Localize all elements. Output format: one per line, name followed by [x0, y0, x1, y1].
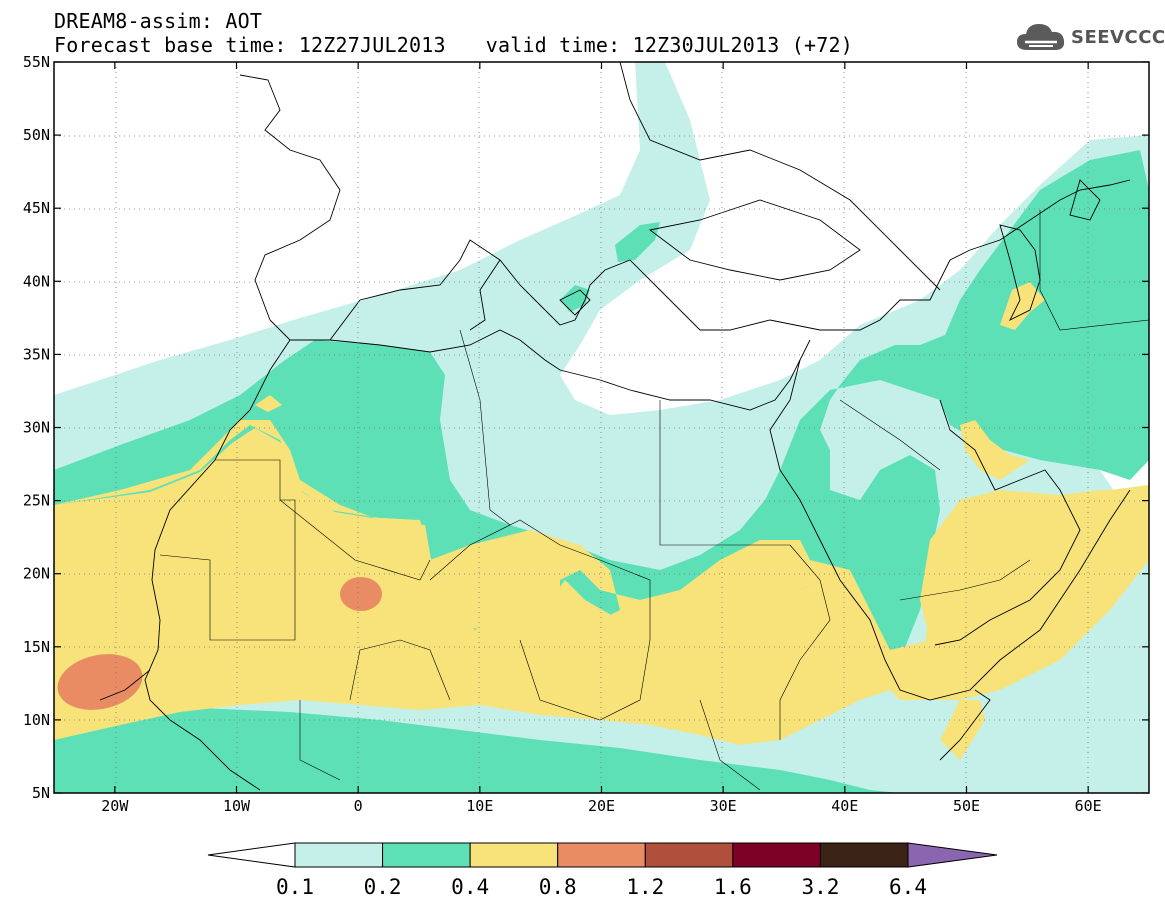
legend-label: 3.2: [801, 875, 839, 899]
lat-tick-label: 55N: [23, 53, 50, 71]
map-title: DREAM8-assim: AOT: [54, 9, 263, 33]
legend-label: 6.4: [889, 875, 927, 899]
aot-zone-0.4: [900, 485, 1149, 760]
aot-zone-0.8: [340, 577, 382, 611]
legend-swatch: [732, 842, 821, 868]
lon-tick-label: 20E: [588, 797, 615, 815]
legend-label: 0.2: [364, 875, 402, 899]
legend-swatch: [469, 842, 559, 868]
lon-tick-label: 10W: [223, 797, 251, 815]
lat-tick-label: 30N: [23, 419, 50, 437]
aot-zone-0.4: [54, 420, 1149, 700]
cloud-icon: [1017, 24, 1065, 50]
lat-tick-label: 35N: [23, 345, 50, 363]
lat-tick-label: 45N: [23, 199, 50, 217]
lon-tick-label: 30E: [710, 797, 737, 815]
aot-zone-0.4: [255, 395, 282, 412]
lat-tick-label: 15N: [23, 638, 50, 656]
legend-label: 0.1: [276, 875, 314, 899]
legend-label: 1.6: [714, 875, 752, 899]
aot-zone-0.4: [960, 420, 1030, 480]
lon-tick-label: 20W: [101, 797, 129, 815]
aot-zone-0.4: [54, 428, 890, 745]
aot-zone-0.8: [57, 654, 143, 710]
latitude-axis: 55N 50N 45N 40N 35N 30N 25N 20N 15N 10N 5N: [23, 53, 1149, 802]
legend-swatch: [819, 842, 909, 868]
logo-text: SEEVCCC: [1071, 26, 1165, 48]
legend-label: 1.2: [626, 875, 664, 899]
coastlines: [99, 62, 1131, 791]
forecast-base-time: Forecast base time: 12Z27JUL2013: [54, 33, 446, 57]
lon-tick-label: 10E: [466, 797, 493, 815]
lat-tick-label: 5N: [32, 784, 50, 802]
legend-swatch: [294, 842, 384, 868]
lat-tick-label: 25N: [23, 492, 50, 510]
lon-tick-label: 40E: [831, 797, 858, 815]
seevccc-logo: SEEVCCC: [1015, 20, 1165, 54]
map-grid: [54, 62, 1149, 793]
lon-tick-label: 60E: [1075, 797, 1102, 815]
lat-tick-label: 20N: [23, 565, 50, 583]
map-subtitle: Forecast base time: 12Z27JUL2013 valid ti…: [54, 34, 853, 56]
legend-swatch: [557, 842, 646, 868]
legend-label: 0.8: [539, 875, 577, 899]
legend-swatch: [644, 842, 734, 868]
valid-time: valid time: 12Z30JUL2013 (+72): [485, 33, 853, 57]
color-legend: 0.1 0.2 0.4 0.8 1.2 1.6 3.2 6.4: [207, 842, 998, 899]
legend-under-arrow: [207, 842, 296, 868]
lon-tick-label: 50E: [953, 797, 980, 815]
legend-over-arrow: [907, 842, 998, 868]
legend-label: 0.4: [451, 875, 489, 899]
lat-tick-label: 50N: [23, 126, 50, 144]
aot-zone-0.2: [54, 708, 900, 793]
lat-tick-label: 40N: [23, 272, 50, 290]
lon-tick-label: 0: [354, 797, 363, 815]
aot-field: [54, 62, 1149, 793]
legend-swatch: [382, 842, 471, 868]
lat-tick-label: 10N: [23, 711, 50, 729]
longitude-axis: 20W 10W 0 10E 20E 30E 40E 50E 60E: [101, 62, 1102, 815]
aot-zone-0.2: [615, 222, 660, 262]
